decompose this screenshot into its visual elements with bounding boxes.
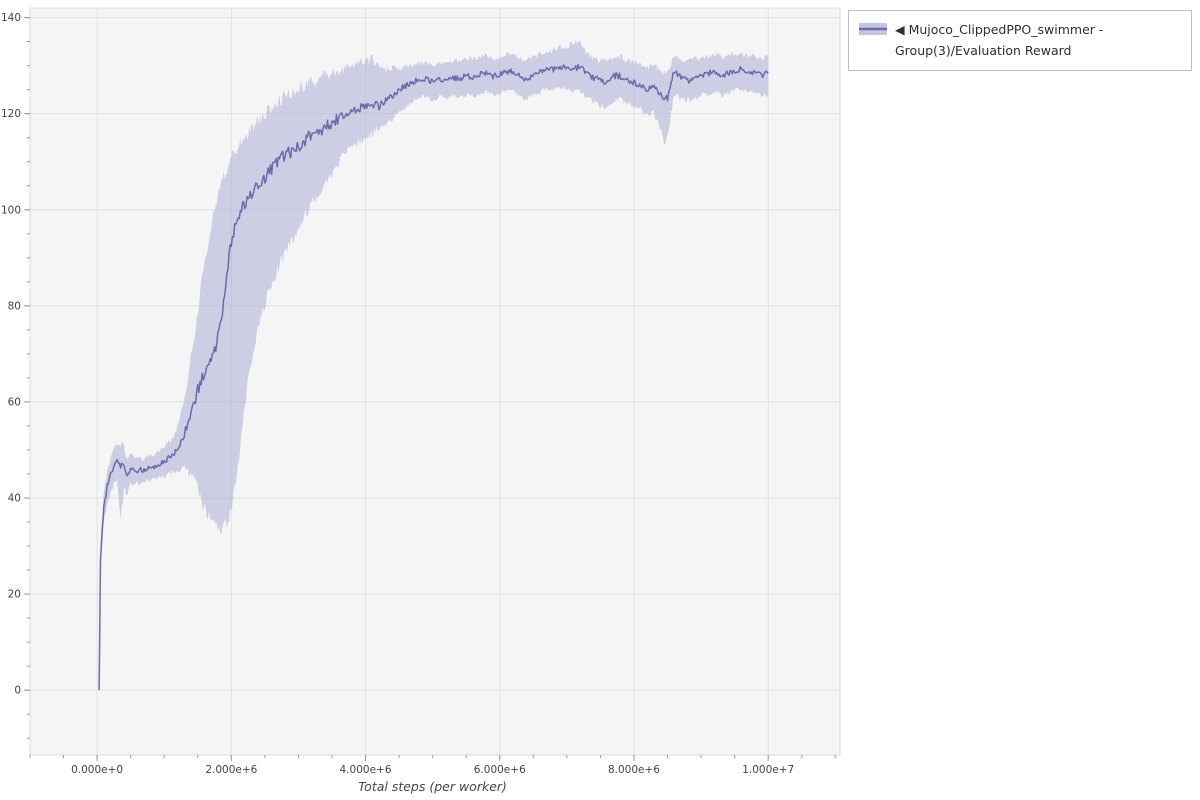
grid — [30, 8, 840, 755]
y-tick-label: 60 — [8, 396, 21, 408]
y-tick-label: 40 — [8, 492, 21, 504]
x-tick-label: 1.000e+7 — [742, 764, 794, 776]
axes: 0.000e+0 2.000e+6 4.000e+6 6.000e+6 8.000e+6… — [1, 12, 836, 776]
x-axis-title: Total steps (per worker) — [358, 779, 507, 794]
x-tick-label: 4.000e+6 — [340, 764, 392, 776]
y-tick-label: 120 — [1, 108, 21, 120]
reward-line — [98, 63, 769, 691]
legend-swatch-icon — [859, 23, 887, 35]
y-tick-label: 80 — [8, 300, 21, 312]
x-tick-label: 8.000e+6 — [608, 764, 660, 776]
legend-item[interactable]: ◀ Mujoco_ClippedPPO_swimmer - Group(3)/E… — [859, 19, 1181, 62]
y-tick-label: 100 — [1, 204, 21, 216]
legend-label: ◀ Mujoco_ClippedPPO_swimmer - Group(3)/E… — [895, 22, 1104, 59]
x-tick-label: 6.000e+6 — [474, 764, 526, 776]
plot-background — [29, 7, 841, 756]
y-tick-label: 140 — [1, 12, 21, 24]
x-tick-label: 2.000e+6 — [205, 764, 257, 776]
y-tick-label: 20 — [8, 589, 21, 601]
x-tick-label: 0.000e+0 — [71, 764, 123, 776]
y-tick-label: 0 — [14, 685, 21, 697]
confidence-band — [99, 39, 769, 691]
legend: ◀ Mujoco_ClippedPPO_swimmer - Group(3)/E… — [848, 10, 1192, 71]
